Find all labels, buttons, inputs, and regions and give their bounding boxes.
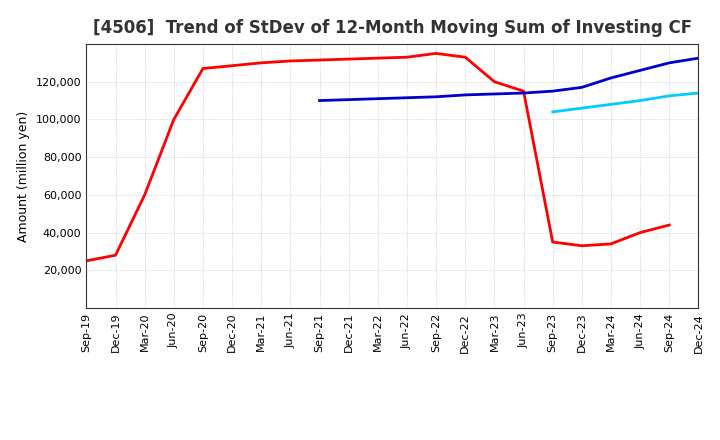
Y-axis label: Amount (million yen): Amount (million yen) (17, 110, 30, 242)
Title: [4506]  Trend of StDev of 12-Month Moving Sum of Investing CF: [4506] Trend of StDev of 12-Month Moving… (93, 19, 692, 37)
